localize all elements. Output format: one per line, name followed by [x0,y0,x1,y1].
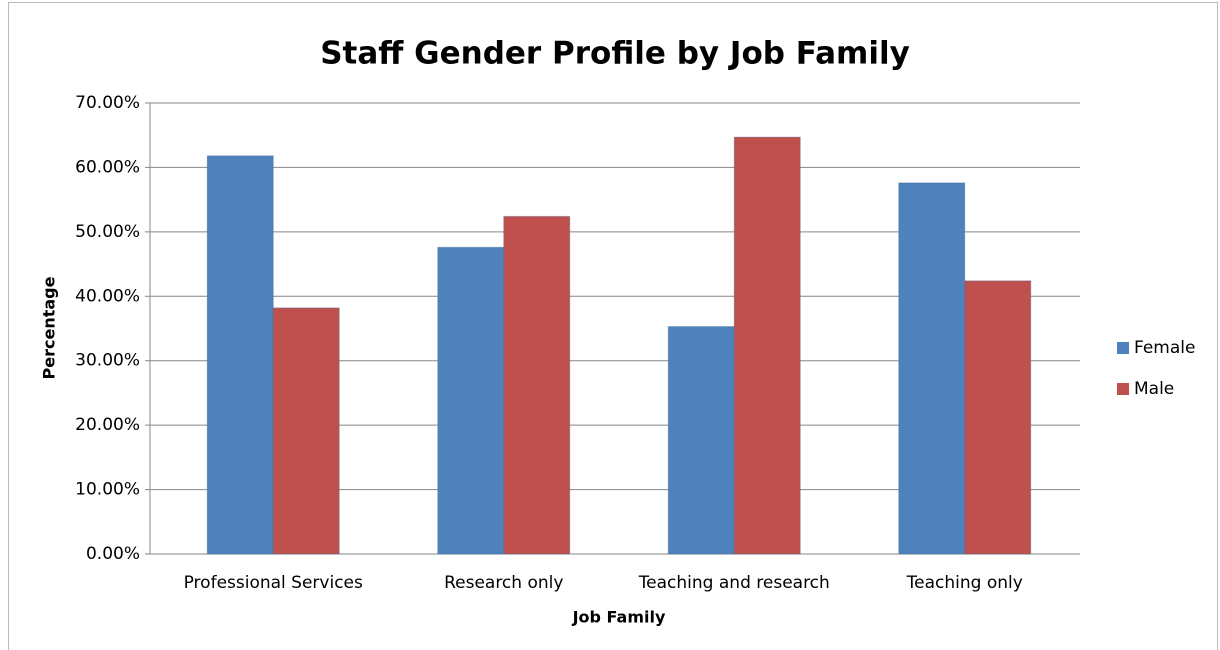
y-axis-label: Percentage [40,276,59,379]
y-tick-label: 50.00% [75,222,140,242]
legend-label: Female [1134,338,1195,358]
chart-border [8,2,1218,650]
y-tick-label: 10.00% [75,480,140,500]
legend-swatch [1117,342,1129,354]
bar [503,215,571,555]
y-tick-label: 30.00% [75,351,140,371]
x-tick-label: Teaching and research [638,573,830,593]
y-tick-label: 40.00% [75,286,140,306]
bar [272,307,340,555]
legend-label: Male [1134,379,1174,399]
y-tick-label: 0.00% [86,544,140,564]
legend-swatch [1117,383,1129,395]
bar [898,182,966,555]
x-axis-label: Job Family [572,608,666,627]
bar [964,280,1032,555]
bar [667,326,735,555]
x-tick-label: Professional Services [184,573,363,593]
bar [733,136,801,555]
y-tick-label: 20.00% [75,415,140,435]
y-tick-label: 70.00% [75,93,140,113]
x-tick-label: Research only [444,573,563,593]
bar [437,246,505,555]
y-tick-label: 60.00% [75,157,140,177]
x-tick-label: Teaching only [906,573,1023,593]
chart-title: Staff Gender Profile by Job Family [320,36,910,72]
bar [206,155,274,555]
